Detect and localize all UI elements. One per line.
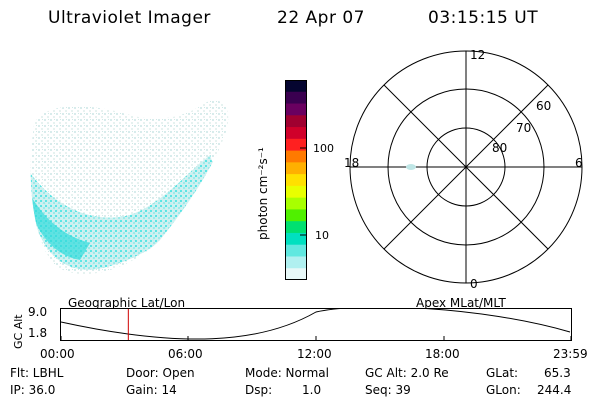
status-glon-value: 244.4: [537, 383, 572, 397]
colorbar-tick-100: 100: [313, 142, 334, 155]
status-gc-alt: GC Alt: 2.0 Re: [365, 366, 449, 380]
aurora-image: [30, 100, 229, 275]
timeline-xtick-2359: 23:59: [553, 347, 588, 361]
timeline-xtick-1800: 18:00: [425, 347, 460, 361]
colorbar-cell: [285, 138, 307, 152]
colorbar-cell: [285, 209, 307, 222]
colorbar-cell: [285, 244, 307, 258]
colorbar-cell: [285, 174, 307, 187]
colorbar-cell: [285, 221, 307, 234]
colorbar-cell: [285, 103, 307, 116]
timeline-plot: [60, 308, 572, 341]
status-seq: Seq: 39: [365, 383, 411, 397]
colorbar: [285, 80, 307, 280]
status-ip: IP: 36.0: [10, 383, 56, 397]
colorbar-cell: [285, 185, 307, 199]
colorbar-cell: [285, 256, 307, 269]
colorbar-cell: [285, 115, 307, 128]
colorbar-cell: [285, 150, 307, 163]
observation-date: 22 Apr 07: [277, 8, 365, 28]
polar-plot: 12 6 18 0 60 70 80: [344, 48, 583, 290]
colorbar-cell: [285, 197, 307, 211]
status-dsp-value: 1.0: [302, 383, 322, 397]
timeline-ytick-top: 9.0: [28, 305, 48, 319]
mlt-label-18: 18: [344, 156, 359, 170]
timeline-xtick-0000: 00:00: [40, 347, 75, 361]
colorbar-cell: [285, 232, 307, 246]
status-glat-value: 65.3: [544, 366, 571, 380]
lat-label-70: 70: [516, 121, 531, 135]
status-door: Door: Open: [126, 366, 195, 380]
colorbar-cell: [285, 162, 307, 175]
status-filter: Flt: LBHL: [10, 366, 64, 380]
timeline-xtick-1200: 12:00: [297, 347, 332, 361]
timeline-xtick-0600: 06:00: [168, 347, 203, 361]
colorbar-cell: [285, 268, 307, 280]
status-dsp-label: Dsp:: [245, 383, 273, 397]
mlt-label-0: 0: [470, 277, 478, 290]
timeline-ytick-bottom: 1.8: [28, 326, 48, 340]
mlt-label-12: 12: [470, 48, 485, 62]
timeline-right-title: Apex MLat/MLT: [416, 296, 506, 310]
status-gain: Gain: 14: [126, 383, 177, 397]
colorbar-label: photon cm⁻²s⁻¹: [256, 147, 270, 240]
lat-label-60: 60: [536, 99, 551, 113]
colorbar-cell: [285, 80, 307, 93]
status-mode: Mode: Normal: [245, 366, 329, 380]
timeline-left-title: Geographic Lat/Lon: [68, 296, 186, 310]
lat-label-80: 80: [492, 141, 507, 155]
status-glat-label: GLat:: [486, 366, 519, 380]
instrument-title: Ultraviolet Imager: [48, 8, 211, 28]
mlt-label-6: 6: [575, 156, 583, 170]
status-glon-label: GLon:: [486, 383, 521, 397]
timeline-ylabel: GC Alt: [12, 314, 25, 349]
colorbar-cell: [285, 91, 307, 105]
observation-time: 03:15:15 UT: [428, 8, 539, 28]
colorbar-cell: [285, 127, 307, 140]
colorbar-tick-10: 10: [315, 229, 329, 242]
